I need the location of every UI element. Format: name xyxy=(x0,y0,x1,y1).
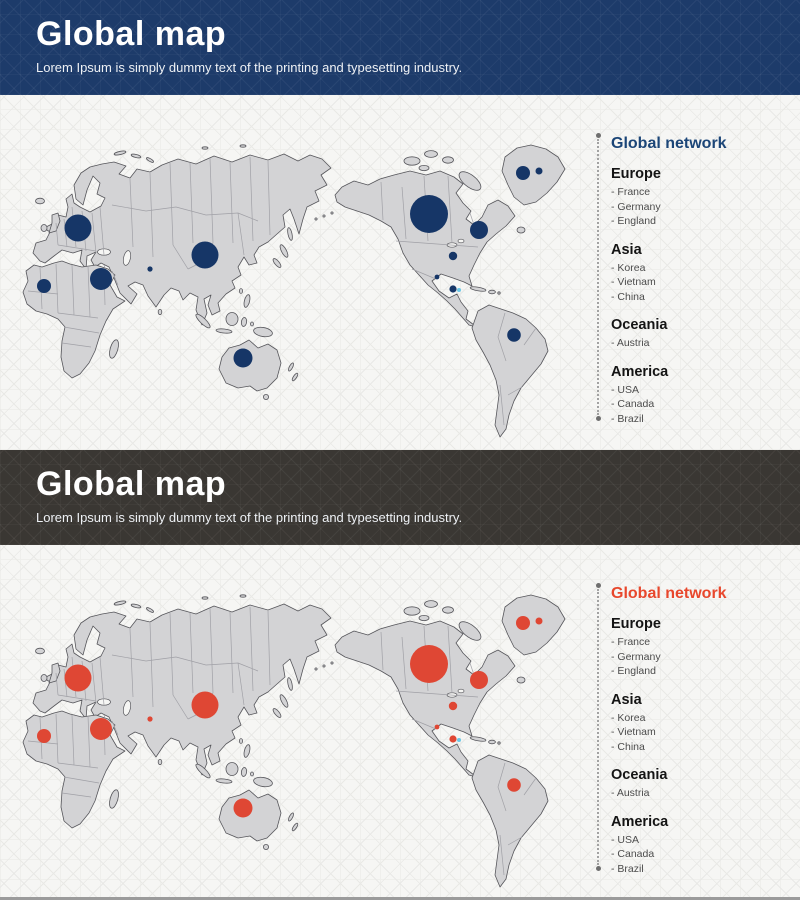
legend-item-list: KoreaVietnamChina xyxy=(611,711,793,755)
legend-divider xyxy=(595,133,601,421)
legend-group-name: America xyxy=(611,813,669,830)
marker-north-africa xyxy=(90,718,112,740)
legend-item: England xyxy=(611,214,793,229)
legend-group-europe: Europe FranceGermanyEngland xyxy=(611,166,793,229)
legend-group-europe: Europe FranceGermanyEngland xyxy=(611,616,793,679)
page-subtitle: Lorem Ipsum is simply dummy text of the … xyxy=(36,60,463,75)
marker-brazil xyxy=(507,778,521,792)
marker-usa xyxy=(448,251,458,261)
page-bottom-border xyxy=(0,897,800,900)
legend-item: China xyxy=(611,290,793,305)
legend-item: Vietnam xyxy=(611,725,793,740)
marker-australia xyxy=(233,348,253,368)
legend-group-name: Asia xyxy=(611,241,642,258)
legend-item-list: Austria xyxy=(611,336,793,351)
marker-central-america xyxy=(449,285,457,293)
legend-group-asia: Asia KoreaVietnamChina xyxy=(611,242,793,305)
marker-central-america-accent xyxy=(457,288,461,292)
legend-item: Germany xyxy=(611,200,793,215)
marker-europe xyxy=(64,214,92,242)
legend-group-asia: Asia KoreaVietnamChina xyxy=(611,692,793,755)
marker-greenland-west xyxy=(516,166,530,180)
legend-item: Korea xyxy=(611,261,793,276)
legend-item: China xyxy=(611,740,793,755)
marker-greenland-west xyxy=(516,616,530,630)
legend-group-oceania: Oceania Austria xyxy=(611,767,793,801)
legend-group-name: Europe xyxy=(611,616,661,632)
legend-group-name: Oceania xyxy=(611,317,668,333)
marker-mexico xyxy=(434,724,440,730)
panel-top: Global map Lorem Ipsum is simply dummy t… xyxy=(0,0,800,450)
legend-item: Canada xyxy=(611,397,793,412)
legend-group-america: America USACanadaBrazil xyxy=(611,364,793,427)
marker-west-africa xyxy=(37,729,51,743)
marker-greenland-east xyxy=(535,167,543,175)
legend-item: Germany xyxy=(611,650,793,665)
map-area: Global network Europe FranceGermanyEnglan… xyxy=(0,545,800,900)
legend-group-name: Oceania xyxy=(611,767,668,783)
page-title: Global map xyxy=(36,15,227,53)
legend-group-name: America xyxy=(611,363,669,380)
legend-group-oceania: Oceania Austria xyxy=(611,317,793,351)
legend-title: Global network xyxy=(611,585,727,602)
legend-group-america: America USACanadaBrazil xyxy=(611,814,793,877)
marker-west-africa xyxy=(37,279,51,293)
legend-item: Brazil xyxy=(611,862,793,877)
marker-greenland-east xyxy=(535,617,543,625)
legend-item-list: USACanadaBrazil xyxy=(611,833,793,877)
legend-item: Korea xyxy=(611,711,793,726)
legend-item-list: USACanadaBrazil xyxy=(611,383,793,427)
world-map xyxy=(22,594,566,888)
marker-south-asia xyxy=(147,716,153,722)
panel-bottom: Global map Lorem Ipsum is simply dummy t… xyxy=(0,450,800,900)
marker-layer xyxy=(37,616,543,818)
legend-group-name: Europe xyxy=(611,166,661,182)
marker-canada xyxy=(410,645,448,683)
legend-item: England xyxy=(611,664,793,679)
marker-usa xyxy=(448,701,458,711)
marker-quebec xyxy=(470,221,488,239)
legend-item: Brazil xyxy=(611,412,793,427)
legend-item-list: FranceGermanyEngland xyxy=(611,635,793,679)
marker-canada xyxy=(410,195,448,233)
legend-item: USA xyxy=(611,383,793,398)
legend-item-list: KoreaVietnamChina xyxy=(611,261,793,305)
legend-item: Austria xyxy=(611,336,793,351)
marker-mexico xyxy=(434,274,440,280)
marker-central-america-accent xyxy=(457,738,461,742)
map-area: Global network Europe FranceGermanyEnglan… xyxy=(0,95,800,450)
legend-item: Vietnam xyxy=(611,275,793,290)
legend-item: Canada xyxy=(611,847,793,862)
legend-item: USA xyxy=(611,833,793,848)
legend-item-list: Austria xyxy=(611,786,793,801)
marker-south-asia xyxy=(147,266,153,272)
legend-item: France xyxy=(611,635,793,650)
legend-item: Austria xyxy=(611,786,793,801)
marker-china xyxy=(191,241,219,269)
legend: Global network Europe FranceGermanyEnglan… xyxy=(611,585,793,876)
marker-china xyxy=(191,691,219,719)
marker-brazil xyxy=(507,328,521,342)
marker-quebec xyxy=(470,671,488,689)
legend-item-list: FranceGermanyEngland xyxy=(611,185,793,229)
marker-australia xyxy=(233,798,253,818)
marker-north-africa xyxy=(90,268,112,290)
page-title: Global map xyxy=(36,465,227,503)
marker-layer xyxy=(37,166,543,368)
page-subtitle: Lorem Ipsum is simply dummy text of the … xyxy=(36,510,463,525)
legend: Global network Europe FranceGermanyEnglan… xyxy=(611,135,793,426)
panel-header: Global map Lorem Ipsum is simply dummy t… xyxy=(0,450,800,545)
legend-item: France xyxy=(611,185,793,200)
panel-header: Global map Lorem Ipsum is simply dummy t… xyxy=(0,0,800,95)
marker-central-america xyxy=(449,735,457,743)
world-map xyxy=(22,144,566,438)
marker-europe xyxy=(64,664,92,692)
legend-title: Global network xyxy=(611,135,727,152)
legend-divider xyxy=(595,583,601,871)
legend-group-name: Asia xyxy=(611,691,642,708)
